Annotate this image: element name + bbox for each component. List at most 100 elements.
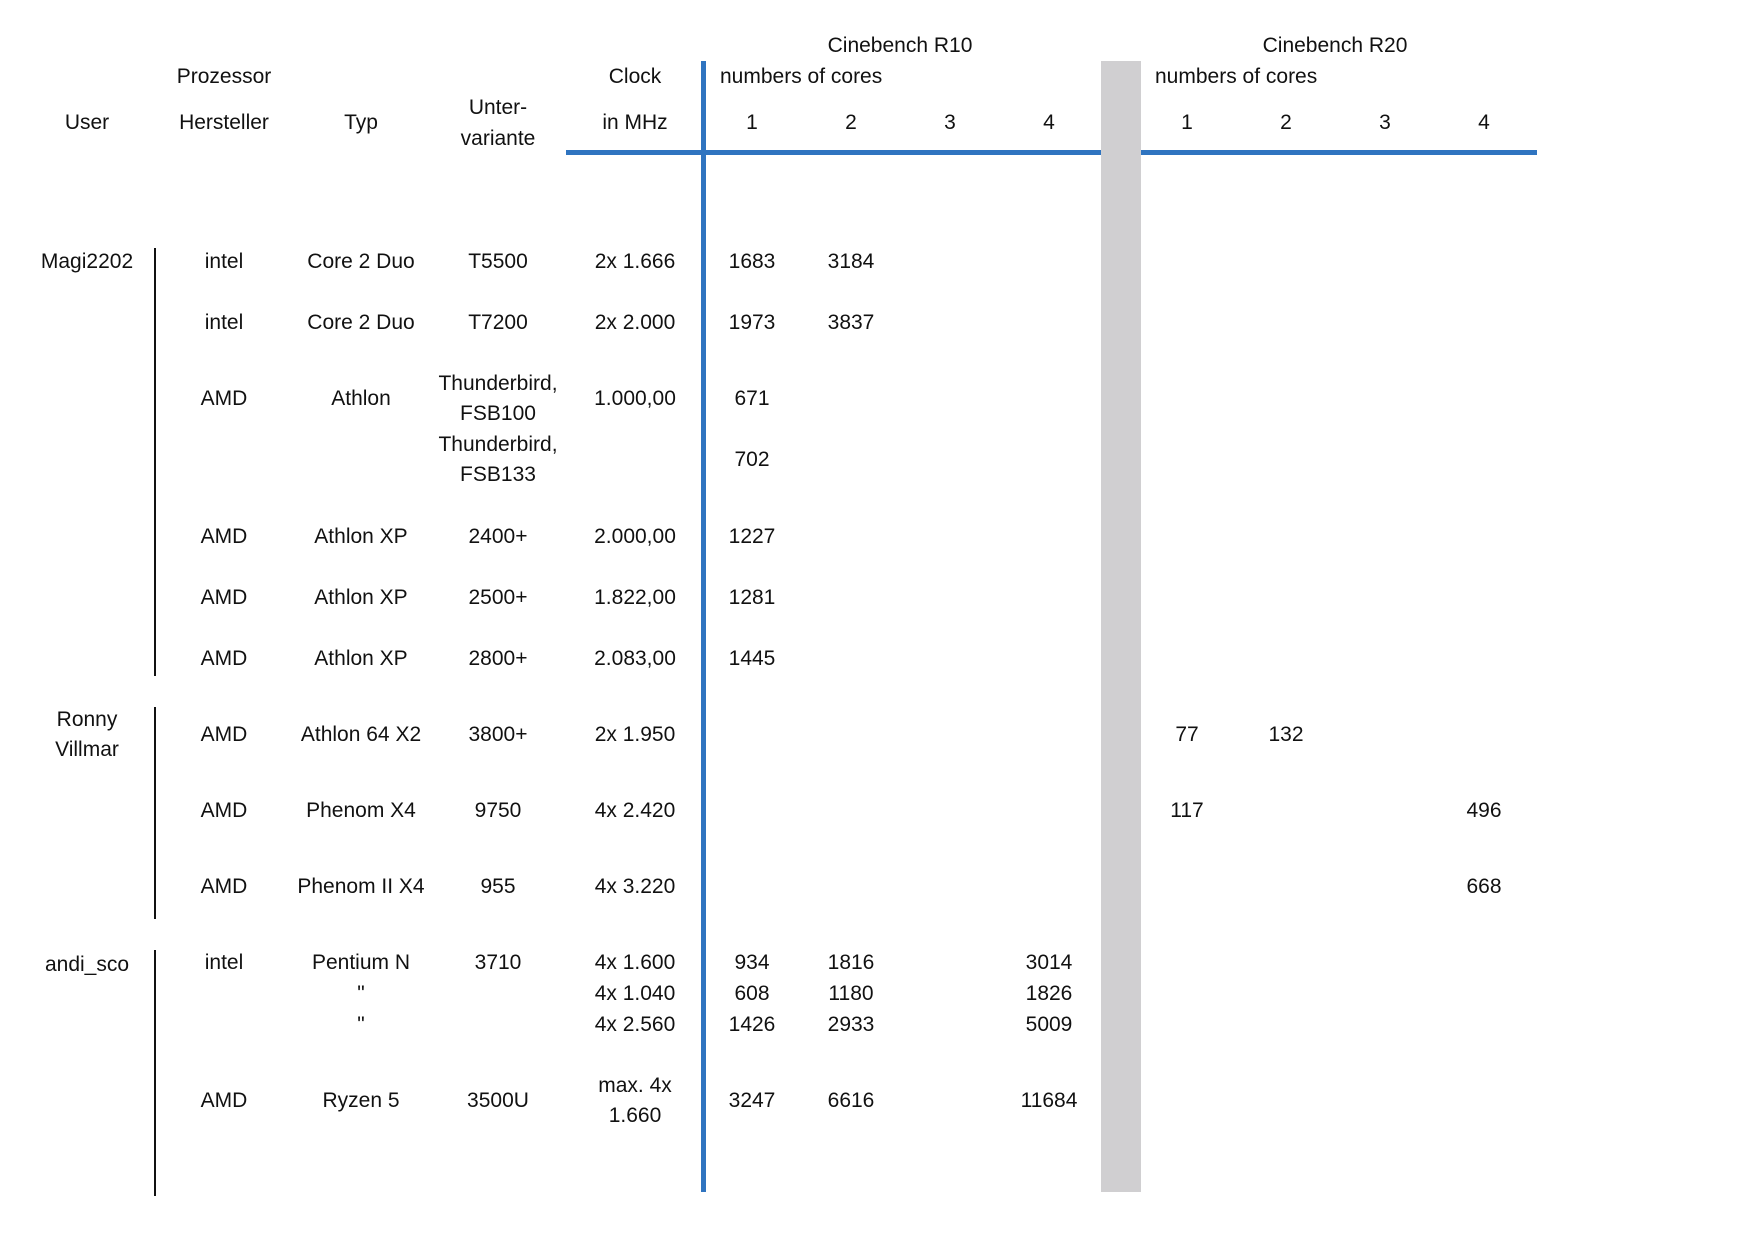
header-r10-subtitle: numbers of cores (720, 65, 883, 88)
group-line-ronny-villmar (154, 707, 156, 919)
cell-r10-score: 11684 (1020, 1089, 1078, 1112)
cell-r10-score: 1426 (728, 1013, 776, 1036)
user-label: andi_sco (44, 953, 130, 976)
header-hersteller: Hersteller (179, 111, 269, 134)
cell-r10-score: 1683 (728, 250, 776, 273)
cell-variante: Thunderbird, (438, 433, 558, 456)
cell-r10-score: 671 (734, 387, 770, 410)
cell-typ: " (357, 982, 365, 1005)
cell-typ: Athlon XP (314, 586, 408, 609)
cell-clock: 1.822,00 (594, 586, 676, 609)
cell-variante: 2500+ (468, 586, 528, 609)
cell-clock: 4x 2.560 (594, 1013, 676, 1036)
cell-typ: Athlon (331, 387, 391, 410)
cell-hersteller: AMD (200, 799, 248, 822)
cell-r10-score: 5009 (1025, 1013, 1073, 1036)
cell-r10-score: 1281 (728, 586, 776, 609)
cell-r10-score: 608 (734, 982, 770, 1005)
cell-variante: FSB133 (460, 463, 536, 486)
cell-variante: 3500U (467, 1089, 529, 1112)
cell-hersteller: intel (204, 311, 244, 334)
header-typ: Typ (344, 111, 378, 134)
group-line-magi2202 (154, 248, 156, 676)
cell-r10-score: 1180 (828, 982, 874, 1005)
header-prozessor: Prozessor (176, 65, 272, 88)
cell-r10-score: 702 (734, 448, 770, 471)
cell-clock: 1.660 (608, 1104, 662, 1127)
cell-clock: 4x 1.600 (594, 951, 676, 974)
cell-r10-score: 6616 (827, 1089, 875, 1112)
user-label: Ronny (56, 708, 118, 731)
cell-r10-score: 3184 (827, 250, 875, 273)
header-r20-core: 4 (1478, 111, 1490, 134)
cell-variante: 2400+ (468, 525, 528, 548)
cell-variante: FSB100 (460, 402, 536, 425)
group-line-andi-sco (154, 950, 156, 1196)
cell-r10-score: 1826 (1025, 982, 1073, 1005)
cell-variante: 2800+ (468, 647, 528, 670)
cell-r20-score: 77 (1175, 723, 1199, 746)
cell-typ: Athlon XP (314, 647, 408, 670)
cell-typ: Athlon XP (314, 525, 408, 548)
cell-typ: Core 2 Duo (307, 311, 415, 334)
cell-hersteller: AMD (200, 586, 248, 609)
user-label: Villmar (55, 738, 119, 761)
cell-clock: 4x 1.040 (594, 982, 676, 1005)
header-variante: variante (460, 127, 536, 150)
header-r20-title: Cinebench R20 (1262, 34, 1408, 57)
cell-hersteller: AMD (200, 875, 248, 898)
cell-typ: Phenom II X4 (297, 875, 425, 898)
cell-typ: Phenom X4 (306, 799, 416, 822)
header-r10-core: 1 (746, 111, 758, 134)
header-user: User (64, 111, 110, 134)
cell-hersteller: AMD (200, 387, 248, 410)
cell-variante: 955 (480, 875, 516, 898)
cell-clock: max. 4x (598, 1074, 672, 1097)
cell-clock: 2x 2.000 (594, 311, 676, 334)
cell-typ: " (357, 1013, 365, 1036)
cell-hersteller: intel (204, 951, 244, 974)
cell-typ: Core 2 Duo (307, 250, 415, 273)
cell-hersteller: AMD (200, 723, 248, 746)
header-in-mhz: in MHz (602, 111, 668, 134)
r10-divider-line (701, 61, 706, 1192)
header-clock: Clock (608, 65, 662, 88)
header-r20-core: 2 (1280, 111, 1292, 134)
column-separator-shade (1101, 61, 1141, 1192)
cell-r20-score: 496 (1466, 799, 1502, 822)
cell-r10-score: 1227 (728, 525, 776, 548)
cell-typ: Pentium N (311, 951, 411, 974)
cell-hersteller: AMD (200, 1089, 248, 1112)
cell-r10-score: 2933 (827, 1013, 875, 1036)
header-r20-core: 1 (1181, 111, 1193, 134)
cell-clock: 2x 1.950 (594, 723, 676, 746)
cell-r10-score: 3837 (827, 311, 875, 334)
cell-r20-score: 117 (1170, 799, 1204, 822)
cell-typ: Athlon 64 X2 (300, 723, 422, 746)
header-underline-r10 (566, 150, 1101, 155)
header-underline-r20 (1141, 150, 1537, 155)
cell-clock: 2x 1.666 (594, 250, 676, 273)
cell-variante: T5500 (468, 250, 528, 273)
cell-r20-score: 668 (1466, 875, 1502, 898)
cell-clock: 4x 2.420 (594, 799, 676, 822)
header-r10-core: 2 (845, 111, 857, 134)
header-r10-title: Cinebench R10 (827, 34, 973, 57)
cell-r10-score: 3014 (1025, 951, 1073, 974)
user-label: Magi2202 (40, 250, 134, 273)
cell-variante: 3800+ (468, 723, 528, 746)
header-r20-subtitle: numbers of cores (1155, 65, 1318, 88)
cell-clock: 2.000,00 (594, 525, 676, 548)
cell-r10-score: 1973 (728, 311, 776, 334)
cell-hersteller: AMD (200, 525, 248, 548)
header-unter: Unter- (468, 96, 528, 119)
cell-r10-score: 1816 (827, 951, 875, 974)
cell-hersteller: AMD (200, 647, 248, 670)
header-r10-core: 4 (1043, 111, 1055, 134)
cell-clock: 4x 3.220 (594, 875, 676, 898)
cell-r10-score: 934 (734, 951, 770, 974)
header-r20-core: 3 (1379, 111, 1391, 134)
cell-clock: 2.083,00 (594, 647, 676, 670)
cell-r20-score: 132 (1268, 723, 1304, 746)
